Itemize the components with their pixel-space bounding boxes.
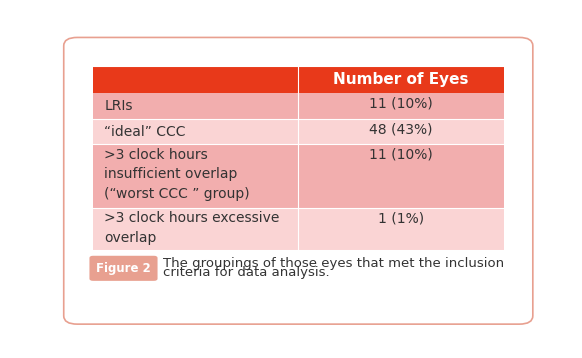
Bar [298, 93, 503, 119]
Text: criteria for data analysis.: criteria for data analysis. [163, 266, 329, 279]
Text: 48 (43%): 48 (43%) [369, 122, 432, 136]
Text: >3 clock hours
insufficient overlap
(“worst CCC ” group): >3 clock hours insufficient overlap (“wo… [104, 147, 250, 200]
Bar [93, 66, 503, 93]
Text: Number of Eyes: Number of Eyes [333, 72, 469, 87]
Bar [93, 119, 299, 144]
Text: The groupings of those eyes that met the inclusion: The groupings of those eyes that met the… [163, 257, 504, 270]
Bar [93, 208, 299, 251]
Text: 11 (10%): 11 (10%) [369, 96, 433, 111]
Text: >3 clock hours excessive
overlap: >3 clock hours excessive overlap [104, 211, 280, 245]
Text: Figure 2: Figure 2 [96, 262, 151, 275]
Text: “ideal” CCC: “ideal” CCC [104, 125, 186, 139]
Text: LRIs: LRIs [104, 99, 133, 113]
Bar [93, 93, 299, 119]
FancyBboxPatch shape [90, 256, 158, 281]
Bar [298, 144, 503, 208]
Bar [298, 119, 503, 144]
Bar [93, 144, 299, 208]
Text: 1 (1%): 1 (1%) [378, 211, 424, 225]
Bar [298, 208, 503, 251]
Text: 11 (10%): 11 (10%) [369, 147, 433, 161]
FancyBboxPatch shape [64, 38, 533, 324]
